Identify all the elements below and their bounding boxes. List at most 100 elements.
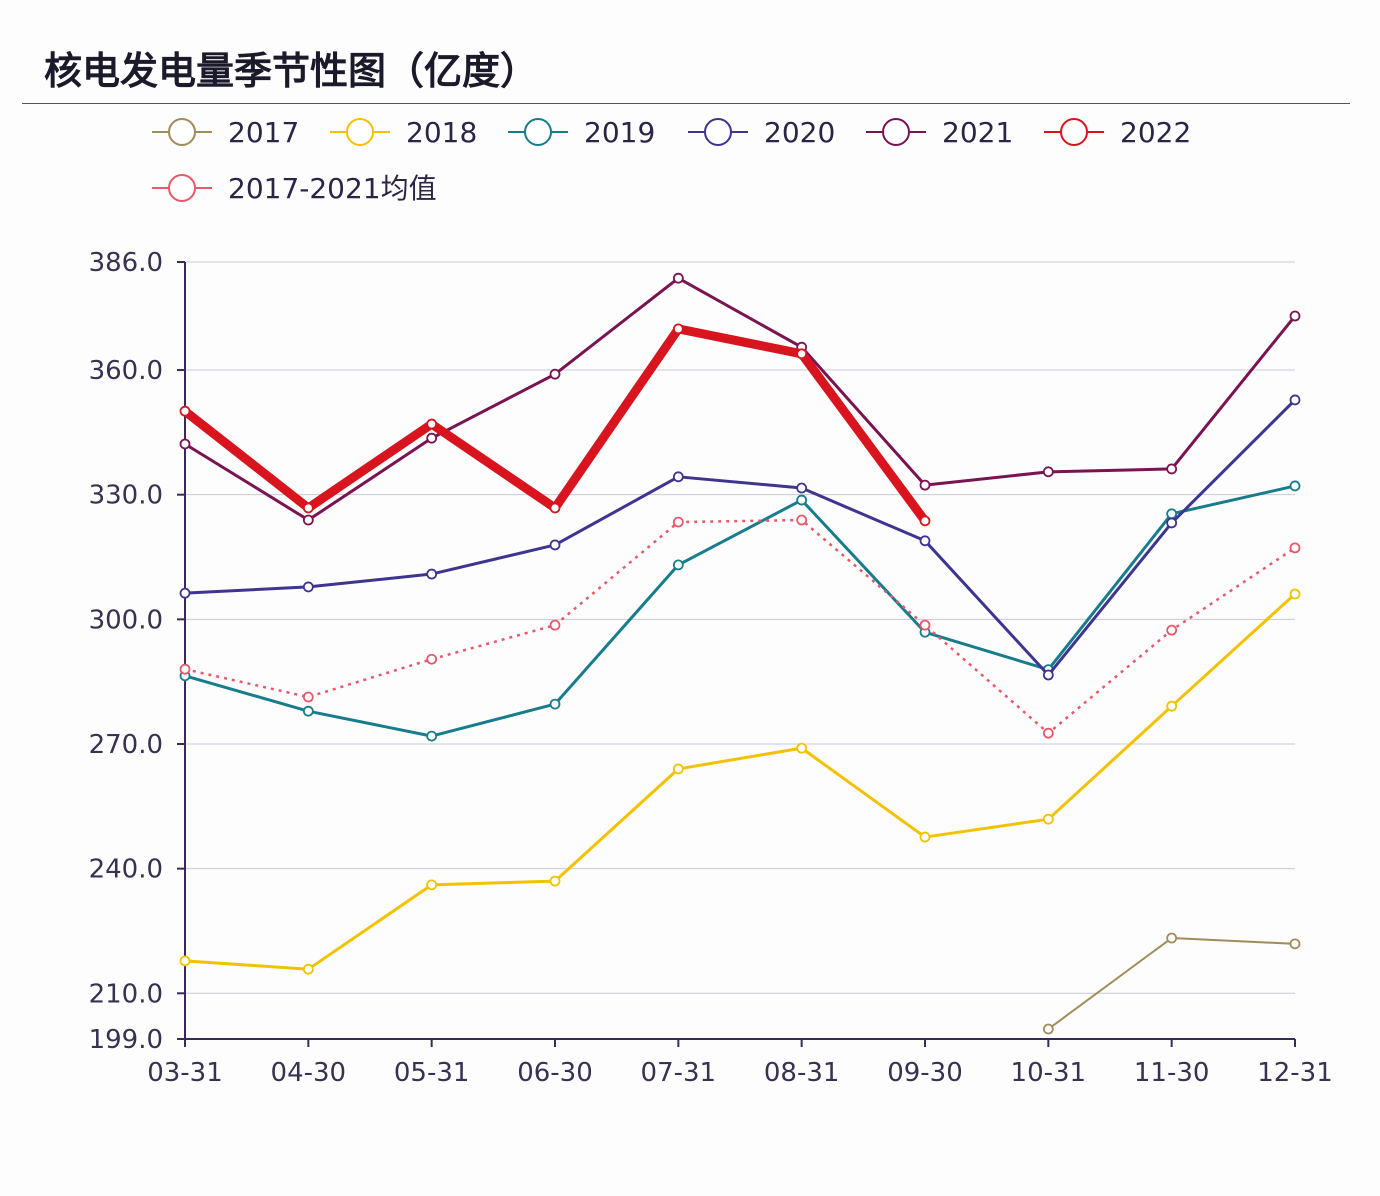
data-point (919, 479, 931, 491)
data-point (1166, 463, 1178, 475)
legend-item: 2017 (152, 116, 299, 149)
x-tick-label: 03-31 (147, 1058, 223, 1088)
y-tick-label: 270.0 (89, 730, 163, 760)
series-2017-2021均值 (179, 514, 1301, 739)
data-point (1289, 394, 1301, 406)
legend-marker-icon (704, 118, 732, 146)
x-tick-label: 10-31 (1011, 1058, 1087, 1088)
legend-marker-icon (168, 174, 196, 202)
legend-label: 2022 (1120, 116, 1191, 149)
data-point (1166, 517, 1178, 529)
y-tick-label: 330.0 (89, 481, 163, 511)
data-point (672, 516, 684, 528)
x-tick-label: 09-30 (887, 1058, 963, 1088)
data-point (1289, 588, 1301, 600)
data-point (1289, 542, 1301, 554)
data-point (1166, 932, 1178, 944)
legend-item: 2018 (330, 116, 477, 149)
chart-title: 核电发电量季节性图（亿度） (44, 48, 539, 93)
data-point (1166, 700, 1178, 712)
legend-marker-icon (1060, 118, 1088, 146)
series-2020 (179, 394, 1301, 681)
data-point (302, 581, 314, 593)
series-2017 (1042, 932, 1301, 1035)
data-point (426, 432, 438, 444)
y-tick-label: 386.0 (89, 248, 163, 278)
data-point (179, 587, 191, 599)
x-tick-label: 05-31 (394, 1058, 470, 1088)
legend-marker-icon (168, 118, 196, 146)
series-line (184, 276, 1297, 522)
y-tick-label: 199.0 (89, 1025, 163, 1055)
data-point (1166, 508, 1178, 520)
data-point (302, 705, 314, 717)
y-tick-label: 240.0 (89, 855, 163, 885)
series-line (184, 484, 1296, 738)
series-2018 (179, 588, 1301, 975)
legend-item: 2020 (688, 116, 835, 149)
data-point (302, 691, 314, 703)
data-point (549, 875, 561, 887)
data-point (549, 539, 561, 551)
x-tick-label: 04-30 (271, 1058, 347, 1088)
data-point (672, 763, 684, 775)
series-line (184, 592, 1297, 971)
legend-label: 2017-2021均值 (228, 172, 437, 205)
data-point (549, 619, 561, 631)
data-point (426, 730, 438, 742)
data-point (672, 471, 684, 483)
legend-item: 2017-2021均值 (152, 172, 437, 205)
y-tick-label: 300.0 (89, 605, 163, 635)
x-tick-label: 11-30 (1134, 1058, 1210, 1088)
y-tick-label: 210.0 (89, 979, 163, 1009)
data-point (179, 438, 191, 450)
data-point (302, 514, 314, 526)
legend-marker-icon (524, 118, 552, 146)
legend-marker-icon (346, 118, 374, 146)
legend-item: 2021 (866, 116, 1013, 149)
series-2021 (179, 272, 1301, 526)
data-point (1289, 938, 1301, 950)
data-point (796, 494, 808, 506)
data-point (672, 559, 684, 571)
series-line (1047, 937, 1296, 1030)
legend-label: 2017 (228, 116, 299, 149)
data-point (919, 619, 931, 631)
data-point (179, 405, 191, 417)
data-point (426, 879, 438, 891)
x-tick-label: 06-30 (517, 1058, 593, 1088)
series-line (184, 398, 1297, 677)
data-point (1166, 624, 1178, 636)
data-point (1042, 466, 1054, 478)
data-point (426, 418, 438, 430)
title-divider (22, 103, 1350, 104)
legend-item: 2022 (1044, 116, 1191, 149)
data-point (426, 653, 438, 665)
y-tick-label: 360.0 (89, 356, 163, 386)
legend-item: 2019 (508, 116, 655, 149)
x-tick-label: 08-31 (764, 1058, 840, 1088)
data-point (1042, 813, 1054, 825)
data-point (672, 323, 684, 335)
data-point (179, 955, 191, 967)
data-point (796, 348, 808, 360)
legend-label: 2021 (942, 116, 1013, 149)
data-point (1289, 480, 1301, 492)
data-point (426, 568, 438, 580)
legend-marker-icon (882, 118, 910, 146)
data-point (796, 742, 808, 754)
data-point (919, 535, 931, 547)
data-point (549, 368, 561, 380)
x-tick-label: 07-31 (641, 1058, 717, 1088)
x-tick-label: 12-31 (1257, 1058, 1333, 1088)
data-point (796, 514, 808, 526)
data-point (1042, 669, 1054, 681)
legend-label: 2019 (584, 116, 655, 149)
legend-label: 2020 (764, 116, 835, 149)
data-point (1042, 1023, 1054, 1035)
series-2022 (179, 323, 931, 527)
data-point (302, 502, 314, 514)
data-point (1042, 727, 1054, 739)
legend-label: 2018 (406, 116, 477, 149)
